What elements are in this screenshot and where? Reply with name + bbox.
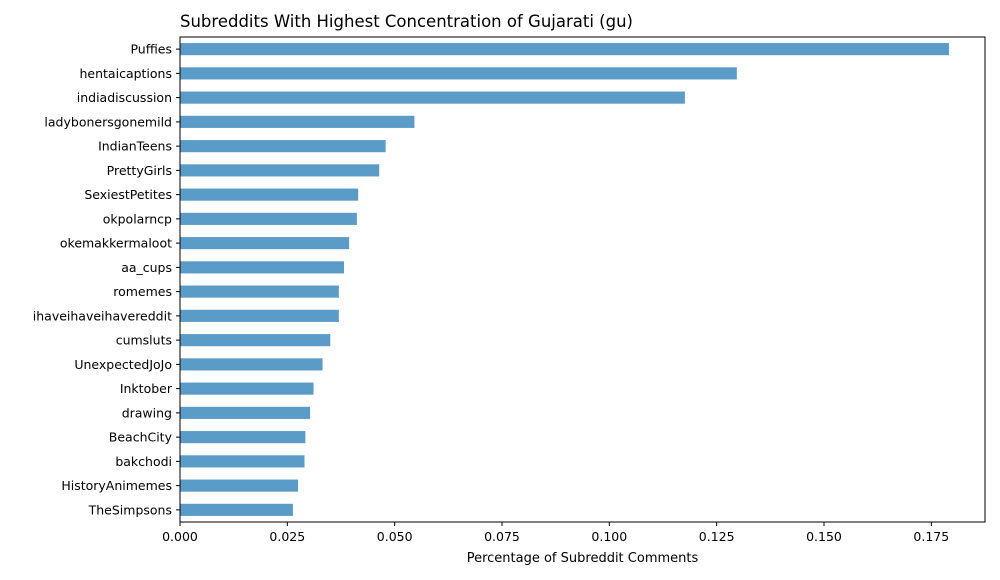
bar-2 [180,91,685,104]
x-tick-label-1: 0.025 [269,529,305,544]
chart-title: Subreddits With Highest Concentration of… [180,12,633,31]
y-tick-label-18: HistoryAnimemes [61,478,172,493]
y-tick-label-13: UnexpectedJoJo [74,357,172,372]
bar-6 [180,188,359,201]
y-tick-label-5: PrettyGirls [107,163,172,178]
y-tick-label-12: cumsluts [116,333,172,348]
x-tick-label-5: 0.125 [699,529,735,544]
bar-8 [180,237,350,250]
bar-16 [180,431,306,444]
y-tick-label-14: Inktober [120,381,173,396]
y-tick-label-3: ladybonersgonemild [44,114,172,129]
y-tick-label-15: drawing [122,405,172,420]
bar-17 [180,455,305,468]
y-tick-label-7: okpolarncp [103,211,172,226]
x-tick-label-6: 0.150 [806,529,842,544]
y-tick-label-0: Puffies [130,42,172,57]
bar-3 [180,115,415,128]
x-tick-label-0: 0.000 [162,529,198,544]
bar-4 [180,140,386,153]
bar-5 [180,164,380,177]
bar-18 [180,479,299,492]
bar-15 [180,406,311,419]
y-tick-label-6: SexiestPetites [84,187,172,202]
y-tick-label-19: TheSimpsons [88,502,172,517]
x-tick-label-3: 0.075 [484,529,520,544]
y-tick-label-4: IndianTeens [98,139,172,154]
bar-13 [180,358,323,371]
bar-14 [180,382,314,395]
plot-frame [179,36,986,523]
x-tick-label-7: 0.175 [913,529,949,544]
x-tick-label-2: 0.050 [377,529,413,544]
y-tick-label-2: indiadiscussion [77,90,172,105]
y-tick-label-11: ihaveihaveihavereddit [33,308,172,323]
x-axis-label: Percentage of Subreddit Comments [467,551,699,566]
y-tick-label-17: bakchodi [115,454,172,469]
y-tick-label-9: aa_cups [121,260,172,275]
bar-10 [180,285,339,298]
bar-0 [180,43,949,56]
bar-12 [180,334,331,347]
bar-1 [180,67,737,80]
x-tick-label-4: 0.100 [591,529,627,544]
y-tick-label-16: BeachCity [109,430,173,445]
bar-9 [180,261,345,274]
bar-11 [180,309,339,322]
bar-7 [180,212,357,225]
y-tick-label-8: okemakkermaloot [60,236,172,251]
y-tick-label-1: hentaicaptions [80,66,173,81]
bar-19 [180,503,293,516]
y-tick-label-10: romemes [113,284,172,299]
